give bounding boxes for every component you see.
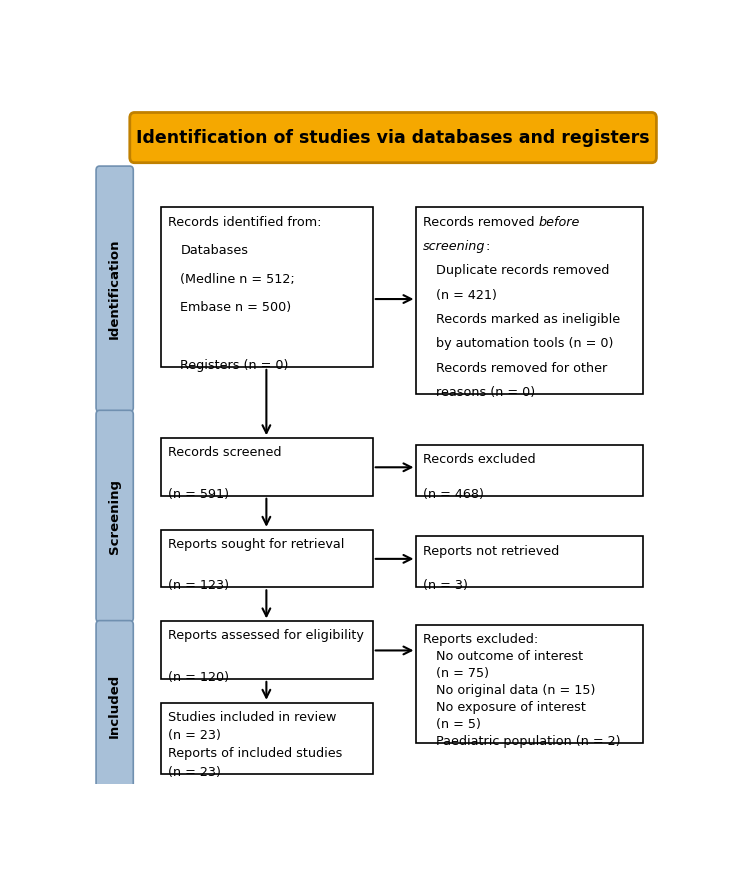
Text: (n = 75): (n = 75): [436, 667, 489, 680]
Text: Included: Included: [108, 674, 122, 738]
Text: No exposure of interest: No exposure of interest: [436, 701, 586, 714]
FancyBboxPatch shape: [416, 208, 643, 394]
FancyBboxPatch shape: [96, 167, 134, 411]
Text: Records identified from:: Records identified from:: [167, 216, 321, 228]
FancyBboxPatch shape: [130, 113, 656, 163]
FancyBboxPatch shape: [160, 703, 373, 774]
FancyBboxPatch shape: [416, 445, 643, 496]
Text: Identification: Identification: [108, 239, 122, 339]
Text: Records screened: Records screened: [167, 447, 281, 459]
FancyBboxPatch shape: [160, 621, 373, 679]
Text: Reports of included studies: Reports of included studies: [167, 747, 342, 760]
Text: :: :: [486, 240, 490, 253]
Text: Databases: Databases: [180, 244, 248, 257]
Text: No outcome of interest: No outcome of interest: [436, 650, 584, 663]
Text: screening: screening: [423, 240, 486, 253]
Text: Paediatric population (n = 2): Paediatric population (n = 2): [436, 736, 620, 748]
Text: No original data (n = 15): No original data (n = 15): [436, 684, 596, 697]
Text: Records excluded: Records excluded: [423, 453, 536, 466]
FancyBboxPatch shape: [160, 208, 373, 366]
FancyBboxPatch shape: [96, 620, 134, 791]
Text: Records removed: Records removed: [423, 216, 538, 228]
Text: Duplicate records removed: Duplicate records removed: [436, 264, 610, 278]
FancyBboxPatch shape: [96, 411, 134, 622]
Text: (n = 421): (n = 421): [436, 289, 497, 301]
FancyBboxPatch shape: [416, 625, 643, 744]
FancyBboxPatch shape: [160, 529, 373, 588]
Text: Records removed for other: Records removed for other: [436, 361, 608, 374]
Text: Reports assessed for eligibility: Reports assessed for eligibility: [167, 629, 364, 642]
FancyBboxPatch shape: [416, 537, 643, 588]
Text: Screening: Screening: [108, 478, 122, 553]
Text: Identification of studies via databases and registers: Identification of studies via databases …: [136, 129, 650, 146]
Text: Reports not retrieved: Reports not retrieved: [423, 544, 560, 558]
Text: (n = 5): (n = 5): [436, 718, 481, 731]
Text: Reports sought for retrieval: Reports sought for retrieval: [167, 537, 344, 551]
Text: before: before: [538, 216, 580, 228]
Text: Embase n = 500): Embase n = 500): [180, 301, 292, 315]
Text: (n = 23): (n = 23): [167, 729, 220, 742]
Text: Records marked as ineligible: Records marked as ineligible: [436, 313, 620, 326]
Text: Studies included in review: Studies included in review: [167, 711, 336, 724]
Text: (n = 468): (n = 468): [423, 488, 484, 500]
Text: reasons (n = 0): reasons (n = 0): [436, 386, 536, 399]
Text: by automation tools (n = 0): by automation tools (n = 0): [436, 337, 614, 351]
Text: Reports excluded:: Reports excluded:: [423, 633, 538, 646]
Text: (n = 23): (n = 23): [167, 766, 220, 779]
Text: (Medline n = 512;: (Medline n = 512;: [180, 273, 295, 285]
Text: (n = 3): (n = 3): [423, 579, 468, 592]
Text: (n = 591): (n = 591): [167, 488, 229, 500]
FancyBboxPatch shape: [160, 438, 373, 496]
Text: (n = 120): (n = 120): [167, 670, 229, 684]
Text: (n = 123): (n = 123): [167, 579, 229, 592]
Text: Registers (n = 0): Registers (n = 0): [180, 359, 289, 372]
